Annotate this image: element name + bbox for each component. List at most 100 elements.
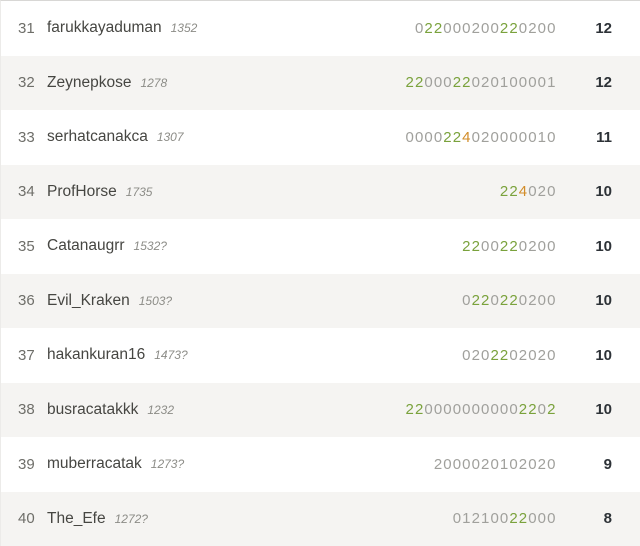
- username-link[interactable]: muberracatak: [47, 455, 142, 473]
- round-score-digit: 0: [471, 401, 480, 419]
- round-score-digit: 2: [509, 237, 518, 255]
- rank-number: 38: [18, 401, 35, 419]
- standings-row: 36 Evil_Kraken 1503? 0220220200 10: [1, 273, 640, 328]
- username-link[interactable]: The_Efe: [47, 509, 106, 527]
- round-score-digit: 2: [509, 510, 518, 528]
- round-score-digit: 0: [547, 455, 556, 473]
- total-score: 10: [595, 401, 612, 419]
- round-score-digit: 0: [509, 74, 518, 92]
- round-score-digit: 2: [471, 292, 480, 310]
- round-score-digit: 2: [481, 74, 490, 92]
- round-score-digit: 0: [424, 74, 433, 92]
- round-score-digit: 4: [518, 183, 528, 201]
- round-score-digit: 2: [499, 183, 509, 201]
- round-score-digit: 2: [518, 401, 528, 419]
- round-score-digit: 0: [452, 455, 462, 473]
- rank-number: 35: [18, 237, 35, 255]
- standings-row: 38 busracatakkk 1232 2200000000002202 10: [1, 382, 640, 437]
- round-scores: 2200022020100001: [405, 74, 556, 91]
- round-score-digit: 0: [471, 455, 480, 473]
- rank-number: 36: [18, 292, 35, 310]
- rating: 1278: [140, 75, 168, 90]
- round-score-digit: 0: [481, 19, 490, 37]
- round-score-digit: 0: [433, 401, 443, 419]
- round-score-digit: 0: [443, 19, 452, 37]
- round-score-digit: 0: [433, 74, 443, 92]
- round-score-digit: 0: [443, 455, 452, 473]
- round-score-digit: 0: [462, 292, 471, 310]
- rating: 1352: [170, 21, 198, 36]
- username-link[interactable]: Zeynepkose: [47, 73, 132, 91]
- round-score-digit: 0: [452, 401, 462, 419]
- standings-row: 31 farukkayaduman 1352 022000200220200 1…: [1, 1, 640, 56]
- username-link[interactable]: farukkayaduman: [47, 19, 162, 37]
- round-score-digit: 0: [471, 128, 480, 146]
- round-score-digit: 2: [528, 237, 537, 255]
- round-score-digit: 0: [490, 237, 499, 255]
- round-score-digit: 0: [424, 128, 433, 146]
- rating: 1232: [147, 402, 175, 417]
- round-score-digit: 0: [528, 510, 537, 528]
- total-score: 9: [603, 455, 612, 473]
- round-score-digit: 0: [547, 292, 556, 310]
- round-score-digit: 0: [462, 19, 471, 37]
- round-score-digit: 0: [547, 346, 556, 364]
- round-score-digit: 0: [547, 183, 556, 201]
- round-score-digit: 0: [452, 510, 462, 528]
- round-score-digit: 2: [433, 19, 443, 37]
- round-score-digit: 0: [518, 19, 528, 37]
- round-score-digit: 2: [462, 74, 471, 92]
- round-scores: 0000224020000010: [405, 129, 556, 146]
- round-score-digit: 0: [433, 128, 443, 146]
- round-score-digit: 2: [424, 19, 433, 37]
- username-link[interactable]: busracatakkk: [47, 400, 139, 418]
- round-score-digit: 0: [509, 455, 518, 473]
- rank-number: 37: [18, 346, 35, 364]
- standings-row: 37 hakankuran16 1473? 0202202020 10: [1, 328, 640, 383]
- round-scores: 01210022000: [452, 510, 556, 527]
- total-score: 10: [595, 346, 612, 364]
- round-score-digit: 0: [499, 510, 509, 528]
- username-link[interactable]: ProfHorse: [47, 182, 117, 200]
- round-score-digit: 0: [518, 292, 528, 310]
- round-score-digit: 2: [405, 74, 414, 92]
- round-score-digit: 0: [414, 128, 424, 146]
- round-score-digit: 0: [462, 346, 471, 364]
- username-link[interactable]: Evil_Kraken: [47, 291, 130, 309]
- round-score-digit: 0: [547, 19, 556, 37]
- round-score-digit: 2: [528, 292, 537, 310]
- round-score-digit: 2: [509, 19, 518, 37]
- round-score-digit: 2: [443, 128, 452, 146]
- round-score-digit: 1: [462, 510, 471, 528]
- round-scores: 0220220200: [462, 292, 556, 309]
- round-score-digit: 0: [528, 346, 537, 364]
- round-score-digit: 2: [471, 346, 480, 364]
- username-link[interactable]: Catanaugrr: [47, 237, 125, 255]
- round-score-digit: 0: [528, 455, 537, 473]
- round-score-digit: 2: [518, 510, 528, 528]
- round-score-digit: 2: [518, 346, 528, 364]
- round-score-digit: 0: [537, 510, 547, 528]
- round-score-digit: 1: [537, 128, 547, 146]
- username-link[interactable]: serhatcanakca: [47, 128, 148, 146]
- round-score-digit: 2: [471, 510, 480, 528]
- rating: 1307: [156, 130, 184, 145]
- rank-number: 40: [18, 510, 35, 528]
- round-score-digit: 0: [424, 401, 433, 419]
- round-score-digit: 2: [528, 401, 537, 419]
- round-score-digit: 0: [499, 128, 509, 146]
- rank-number: 39: [18, 455, 35, 473]
- username-link[interactable]: hakankuran16: [47, 346, 146, 364]
- total-score: 11: [596, 128, 612, 146]
- round-score-digit: 1: [499, 455, 509, 473]
- round-score-digit: 2: [462, 237, 471, 255]
- round-score-digit: 2: [405, 401, 414, 419]
- round-score-digit: 2: [433, 455, 443, 473]
- rating: 1503?: [138, 293, 173, 308]
- rating: 1473?: [154, 348, 188, 363]
- round-score-digit: 2: [481, 128, 490, 146]
- round-score-digit: 2: [471, 237, 480, 255]
- standings-row: 34 ProfHorse 1735 224020 10: [1, 164, 640, 219]
- round-score-digit: 2: [537, 346, 547, 364]
